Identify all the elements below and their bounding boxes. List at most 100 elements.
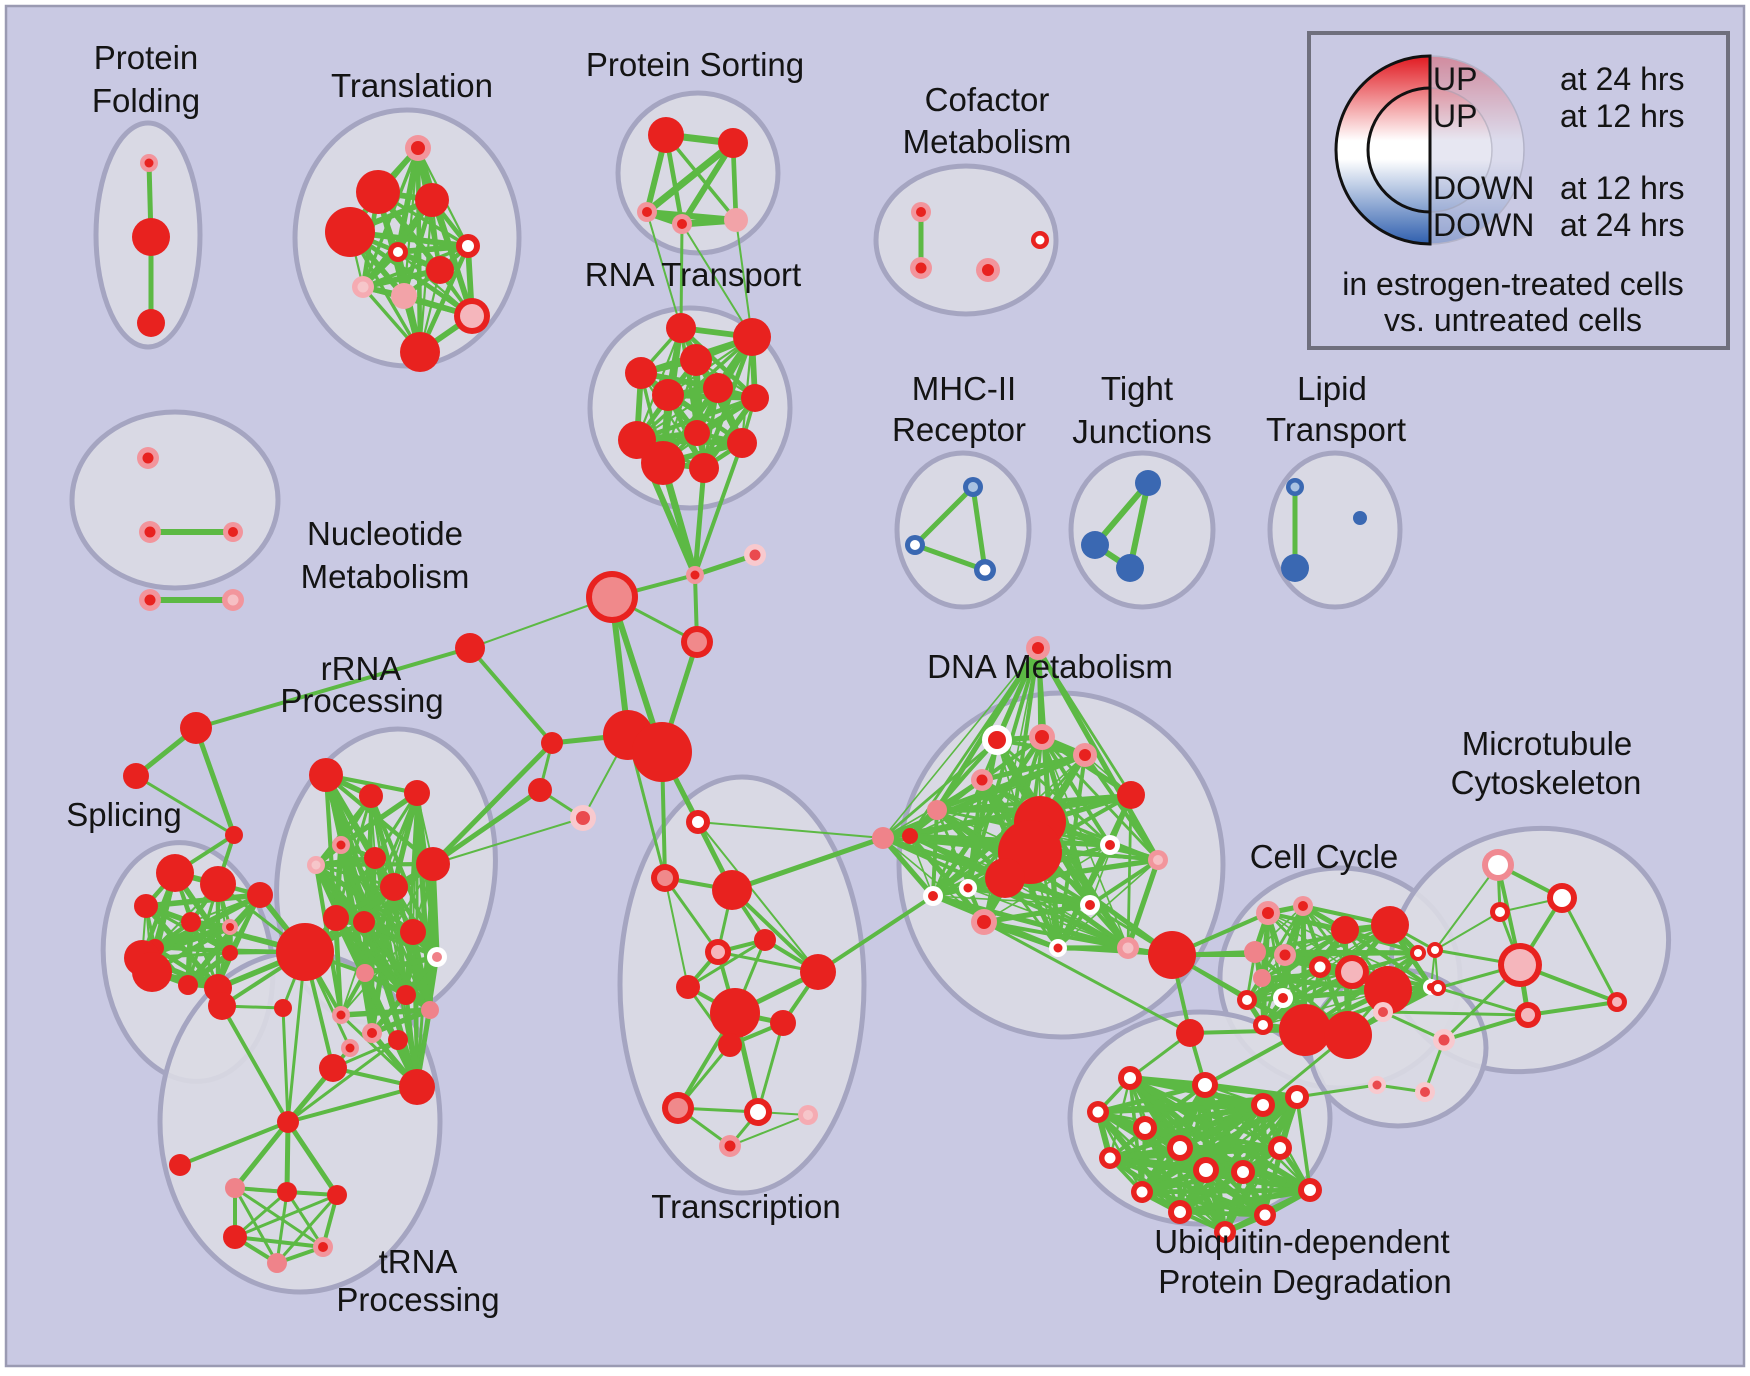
- dna-metabolism-node-solid: [985, 858, 1025, 898]
- edge-transcription: [756, 1021, 785, 1114]
- splicing-node-solid: [134, 894, 158, 918]
- cluster-label-microtubule-cytoskeleton-1: Cytoskeleton: [1451, 764, 1642, 801]
- dna-metabolism-node-center: [1153, 855, 1163, 865]
- cluster-label-transcription-0: Transcription: [651, 1188, 841, 1225]
- edge-trna-processing: [285, 1190, 325, 1249]
- edge-cell-cycle: [1244, 964, 1323, 1003]
- rna-transport-node-solid: [741, 384, 769, 412]
- cluster-label-protein-folding-0: Protein: [94, 39, 199, 76]
- ubiquitin-degradation-node-center: [1237, 1166, 1249, 1178]
- edge-ubiquitin-degradation: [1177, 1209, 1268, 1218]
- label-layer: Protein Folding Translation Protein Sorting…: [66, 39, 1641, 1318]
- edge-dna-metabolism: [882, 837, 985, 923]
- connector-node-solid: [123, 763, 149, 789]
- edge-trna-processing: [275, 1190, 289, 1265]
- edge-ubiquitin-degradation: [1108, 1103, 1265, 1160]
- cell-cycle-node-pinkSolid: [1253, 969, 1271, 987]
- transcription-node-center: [711, 945, 725, 959]
- dna-metabolism-node-center: [988, 731, 1006, 749]
- edge-transcription: [729, 1114, 809, 1147]
- connector-node-center: [690, 570, 700, 580]
- cluster-label-nucleotide-metabolism-1: Metabolism: [301, 558, 470, 595]
- translation-node-solid: [400, 332, 440, 372]
- edge-intercluster: [286, 1085, 419, 1124]
- edge-intercluster: [681, 223, 753, 338]
- trna-processing-node-solid: [319, 1054, 347, 1082]
- edge-intercluster: [679, 222, 684, 330]
- cluster-label-tight-junctions-1: Junctions: [1072, 413, 1211, 450]
- transcription-node-center: [692, 816, 704, 828]
- legend-circle-right-inner: [1429, 87, 1493, 213]
- protein-folding-node-solid: [137, 309, 165, 337]
- edge-ubiquitin-degradation: [1140, 1190, 1267, 1217]
- edge-ubiquitin-degradation: [1177, 1187, 1313, 1215]
- connector-node-solid: [1148, 931, 1196, 979]
- rna-transport-node-solid: [689, 453, 719, 483]
- connector-node-center: [749, 549, 761, 561]
- protein-folding-node-solid: [132, 218, 170, 256]
- splicing-node-solid: [200, 866, 236, 902]
- legend-up-12-state: UP: [1433, 98, 1477, 134]
- cluster-label-microtubule-cytoskeleton-0: Microtubule: [1462, 725, 1633, 762]
- mhc-ii-receptor-node-center: [968, 482, 978, 492]
- microtubule-cytoskeleton-node-center: [1612, 997, 1622, 1007]
- edge-rrna-processing: [361, 919, 440, 960]
- cell-cycle-node-center: [1314, 961, 1326, 973]
- edge-intercluster: [646, 211, 682, 329]
- legend-up-24-time: at 24 hrs: [1560, 61, 1685, 97]
- ubiquitin-degradation-node-center: [1198, 1078, 1212, 1092]
- microtubule-cytoskeleton-node-center: [1495, 907, 1505, 917]
- edge-intercluster: [1442, 1013, 1530, 1042]
- cluster-ellipse-lipid-transport: [1267, 450, 1403, 610]
- edge-microtubule-cytoskeleton: [1434, 864, 1499, 951]
- cluster-label-ubiquitin-degradation-1: Protein Degradation: [1158, 1263, 1452, 1300]
- ubiquitin-degradation-node-center: [1174, 1206, 1186, 1218]
- cluster-label-rna-transport-0: RNA Transport: [585, 256, 801, 293]
- cell-cycle-node-solid: [1331, 916, 1359, 944]
- legend-down-24-state: DOWN: [1433, 207, 1534, 243]
- microtubule-cytoskeleton-node-center: [1553, 889, 1571, 907]
- cluster-label-lipid-transport-0: Lipid: [1297, 370, 1367, 407]
- trna-processing-node-solid: [274, 999, 292, 1017]
- edge-cell-cycle: [1283, 951, 1420, 957]
- dna-metabolism-node-solid: [902, 828, 918, 844]
- connector-node-center: [576, 811, 590, 825]
- edge-rrna-processing: [338, 1007, 433, 1018]
- ubiquitin-degradation-node-center: [1219, 1226, 1231, 1238]
- cell-cycle-node-solid: [1324, 1011, 1372, 1059]
- splicing-node-solid: [222, 945, 238, 961]
- cell-cycle-node-center: [1279, 949, 1291, 961]
- edge-dna-metabolism: [1040, 735, 1112, 847]
- microtubule-cytoskeleton-node-center: [1488, 855, 1508, 875]
- dna-metabolism-node-pinkSolid: [872, 827, 894, 849]
- translation-node-solid: [356, 170, 400, 214]
- edge-dna-metabolism: [880, 792, 1134, 841]
- cofactor-metabolism-node-center: [916, 207, 926, 217]
- edge-rrna-processing: [338, 790, 420, 848]
- edge-mhc-ii-receptor: [912, 484, 976, 548]
- edge-intercluster: [430, 740, 555, 867]
- edge-intercluster: [697, 821, 884, 839]
- legend-down-12-time: at 12 hrs: [1560, 170, 1685, 206]
- splicing-node-solid: [181, 912, 201, 932]
- connector-node-solid: [180, 712, 212, 744]
- rna-transport-node-solid: [641, 441, 685, 485]
- rna-transport-node-solid: [727, 428, 757, 458]
- protein-sorting-node-center: [642, 207, 652, 217]
- tight-junctions-node-blue: [1116, 554, 1144, 582]
- cluster-label-cofactor-metabolism-0: Cofactor: [925, 81, 1050, 118]
- edge-intercluster: [693, 441, 744, 577]
- legend-up-12-time: at 12 hrs: [1560, 98, 1685, 134]
- edge-trna-processing: [233, 1193, 339, 1239]
- edge-trna-processing: [284, 1119, 291, 1195]
- rna-transport-node-solid: [666, 313, 696, 343]
- tight-junctions-node-blue: [1135, 470, 1161, 496]
- cluster-label-trna-processing-1: Processing: [336, 1281, 499, 1318]
- rrna-processing-node-solid: [353, 911, 375, 933]
- connector-node-solid: [1176, 1019, 1204, 1047]
- legend-footnote-2: vs. untreated cells: [1384, 302, 1642, 338]
- cell-cycle-node-center: [1414, 949, 1422, 957]
- edge-splicing: [185, 892, 263, 988]
- lipid-transport-node-blue: [1353, 511, 1367, 525]
